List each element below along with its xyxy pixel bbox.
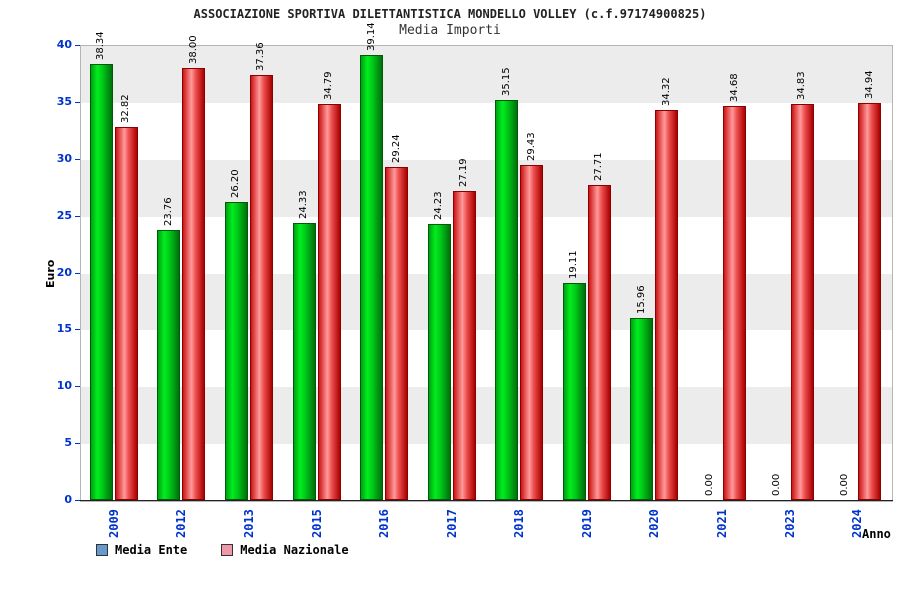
bar-media-ente-2012	[157, 229, 181, 500]
bar-value-label: 26.20	[230, 169, 242, 198]
bar-value-label: 24.23	[433, 191, 445, 221]
y-tick-label: 10	[56, 379, 72, 393]
bar-media-ente-2016	[360, 54, 384, 500]
bar-media-nazionale-2017	[452, 190, 476, 500]
plot-band	[81, 159, 892, 217]
bar-media-nazionale-2012	[182, 67, 206, 500]
y-tick-label: 15	[56, 322, 72, 336]
x-axis-label-2012: 2012	[174, 509, 189, 538]
y-tick-label: 5	[64, 436, 72, 450]
x-axis-label-2018: 2018	[512, 509, 527, 538]
plot-area	[80, 45, 893, 502]
y-tick-mark	[75, 215, 80, 217]
y-tick-mark	[75, 158, 80, 160]
bar-media-ente-2020	[630, 318, 654, 500]
legend-swatch-media-ente	[96, 544, 108, 556]
bar-media-ente-2009	[89, 63, 113, 500]
x-axis-label-2023: 2023	[782, 509, 797, 538]
bar-value-label: 37.36	[255, 42, 267, 72]
bar-value-label: 38.34	[95, 31, 107, 60]
bar-media-ente-2019	[562, 282, 586, 500]
y-tick-label: 30	[56, 151, 72, 165]
legend-swatch-media-nazionale	[221, 544, 234, 556]
bar-value-label: 15.96	[635, 285, 647, 315]
x-axis-label-2021: 2021	[715, 509, 730, 538]
x-axis-label-2013: 2013	[241, 509, 256, 538]
y-tick-label: 0	[64, 493, 72, 506]
bar-value-label: 0.00	[838, 473, 850, 496]
bar-media-nazionale-2018	[520, 165, 544, 500]
bar-value-label: 34.68	[728, 72, 740, 102]
bar-value-label: 27.19	[458, 158, 470, 187]
x-axis-label-2024: 2024	[850, 509, 865, 538]
plot-band	[81, 216, 892, 274]
bar-media-ente-2018	[495, 100, 519, 500]
x-axis-label-2009: 2009	[106, 509, 121, 538]
y-tick-mark	[75, 272, 80, 274]
y-tick-mark	[75, 500, 80, 501]
bar-media-ente-2017	[427, 224, 451, 500]
bar-media-nazionale-2013	[249, 75, 273, 500]
plot-band	[81, 102, 892, 160]
y-tick-mark	[75, 101, 80, 103]
x-axis-label-2020: 2020	[647, 509, 662, 538]
bar-media-nazionale-2020	[655, 109, 679, 500]
y-tick-label: 40	[56, 38, 72, 51]
x-axis-label-2017: 2017	[444, 509, 459, 538]
y-tick-mark	[75, 45, 80, 46]
bar-media-nazionale-2023	[790, 103, 814, 500]
legend: Media Ente Media Nazionale	[96, 543, 349, 557]
bar-value-label: 35.15	[500, 67, 512, 97]
x-axis-label-2019: 2019	[579, 509, 594, 538]
bar-media-nazionale-2015	[317, 104, 341, 500]
bar-value-label: 34.94	[863, 69, 875, 99]
bar-value-label: 0.00	[703, 473, 715, 496]
plot-band	[81, 387, 892, 445]
bar-media-nazionale-2019	[587, 184, 611, 500]
bar-media-nazionale-2021	[723, 105, 747, 500]
y-tick-mark	[75, 329, 80, 331]
bar-value-label: 0.00	[771, 473, 783, 496]
y-tick-mark	[75, 386, 80, 388]
x-axis-line	[80, 500, 893, 501]
bar-media-nazionale-2016	[385, 167, 409, 500]
bar-media-nazionale-2024	[858, 102, 882, 500]
bar-value-label: 34.83	[796, 71, 808, 100]
bar-value-label: 29.24	[390, 134, 402, 164]
plot-band	[81, 444, 892, 501]
bar-value-label: 32.82	[120, 94, 132, 123]
bar-value-label: 34.32	[660, 76, 672, 106]
chart-title: ASSOCIAZIONE SPORTIVA DILETTANTISTICA MO…	[193, 7, 707, 21]
x-axis-title: Anno	[862, 527, 891, 541]
bar-value-label: 27.71	[593, 152, 605, 181]
bar-media-ente-2015	[292, 223, 316, 500]
bar-value-label: 38.00	[187, 35, 199, 64]
bar-value-label: 24.33	[298, 190, 310, 220]
x-axis-label-2015: 2015	[309, 509, 324, 538]
bar-value-label: 23.76	[162, 197, 174, 226]
y-tick-label: 20	[56, 265, 72, 279]
legend-label-media-ente: Media Ente	[115, 543, 188, 557]
y-tick-label: 25	[56, 208, 72, 222]
bar-value-label: 29.43	[525, 132, 537, 162]
plot-band	[81, 273, 892, 331]
bar-value-label: 34.79	[323, 71, 335, 101]
plot-band	[81, 330, 892, 388]
bar-value-label: 39.14	[365, 22, 377, 51]
bar-media-nazionale-2009	[114, 126, 138, 500]
y-tick-mark	[75, 443, 80, 445]
bar-media-ente-2013	[224, 201, 248, 500]
chart-subtitle: Media Importi	[399, 23, 501, 38]
y-tick-label: 35	[56, 94, 72, 108]
legend-label-media-nazionale: Media Nazionale	[240, 543, 349, 557]
plot-band	[81, 46, 892, 103]
x-axis-label-2016: 2016	[377, 509, 392, 538]
bar-value-label: 19.11	[568, 249, 580, 279]
